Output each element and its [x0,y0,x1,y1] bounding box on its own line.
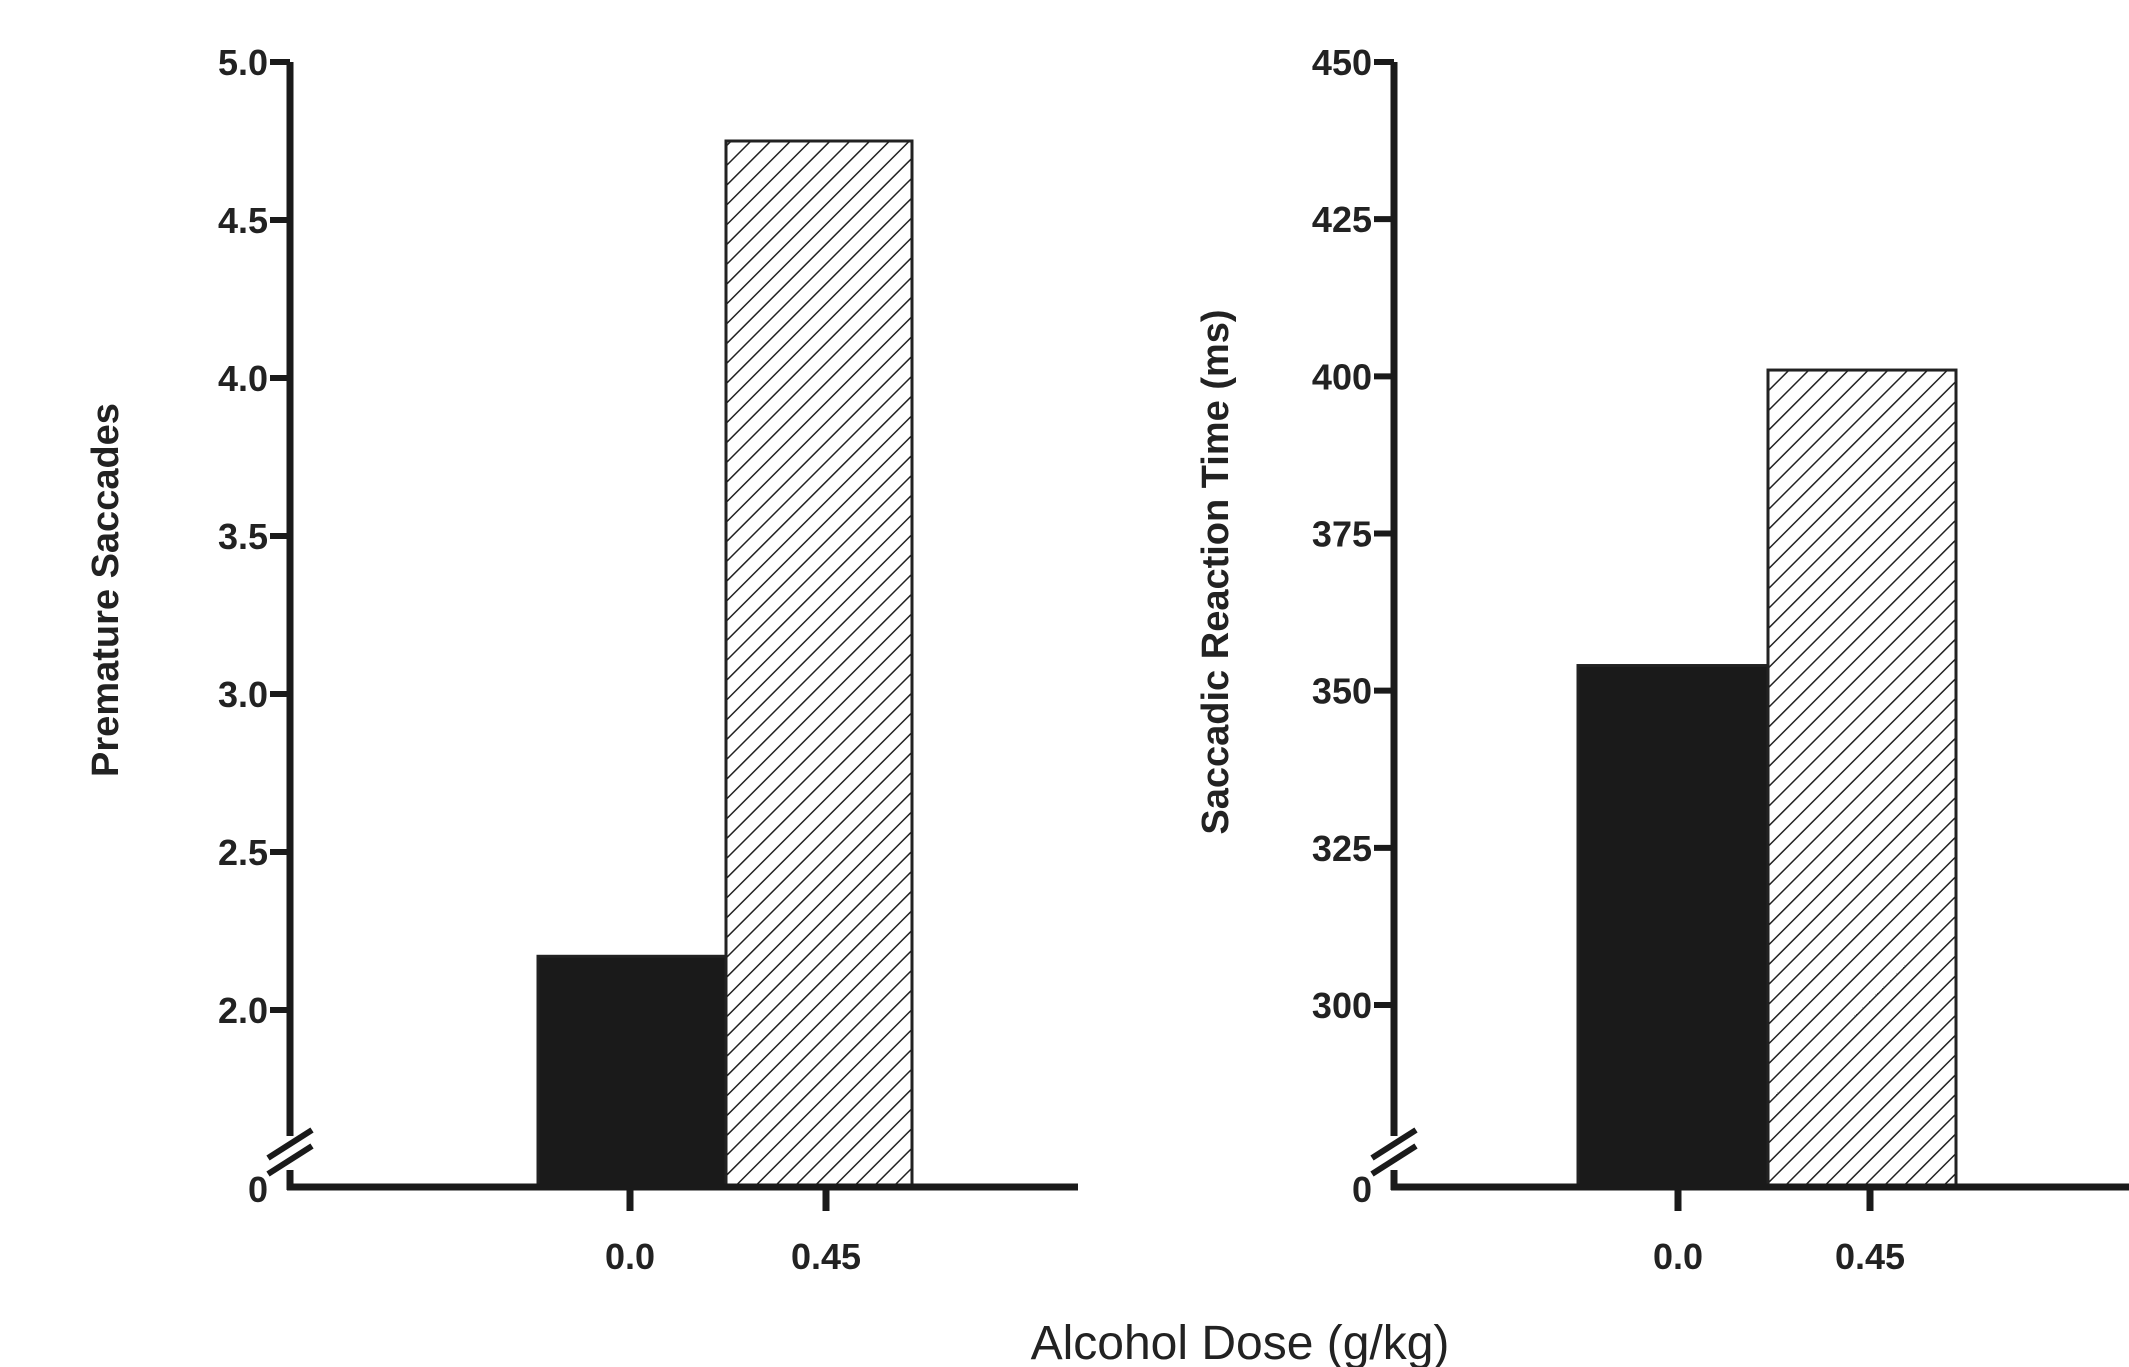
x-tick-label: 0.0 [1653,1236,1703,1277]
y-tick-label: 350 [1312,671,1372,712]
axis-break-mark [266,1127,314,1161]
y-axis-title: Saccadic Reaction Time (ms) [1195,309,1237,834]
y-tick-label: 2.0 [218,990,268,1031]
x-tick-label: 0.0 [605,1236,655,1277]
reaction-time-chart: 0 300 325 350 375 400 425 450 0.0 0.45 Saccadic Re… [1195,42,2129,1277]
y-tick-label: 0 [1352,1169,1372,1210]
bar-0-45 [724,139,914,1189]
y-tick-label: 400 [1312,356,1372,397]
y-axis-title: Premature Saccades [85,403,127,777]
y-tick-label: 425 [1312,199,1372,240]
y-tick-label: 375 [1312,514,1372,555]
axis-break-mark [266,1143,314,1177]
bar-0-0 [536,954,728,1189]
y-tick-label: 2.5 [218,832,268,873]
y-tick-label: 4.0 [218,358,268,399]
y-tick-label: 3.0 [218,674,268,715]
y-tick-label: 325 [1312,828,1372,869]
axis-break-mark [1370,1127,1418,1161]
y-tick-label: 450 [1312,42,1372,83]
axis-break-mark [1370,1143,1418,1177]
premature-saccades-chart: 0 2.0 2.5 3.0 3.5 4.0 4.5 5.0 0.0 0.45 Premature S… [85,42,1078,1277]
shared-x-axis-label: Alcohol Dose (g/kg) [1031,1317,1450,1367]
x-tick-label: 0.45 [1835,1236,1905,1277]
y-tick-label: 4.5 [218,200,268,241]
y-tick-label: 3.5 [218,516,268,557]
y-tick-label: 5.0 [218,42,268,83]
x-tick-label: 0.45 [791,1236,861,1277]
bar-0-0 [1576,664,1770,1189]
y-tick-label: 0 [248,1169,268,1210]
y-tick-label: 300 [1312,985,1372,1026]
bar-0-45 [1766,368,1958,1189]
